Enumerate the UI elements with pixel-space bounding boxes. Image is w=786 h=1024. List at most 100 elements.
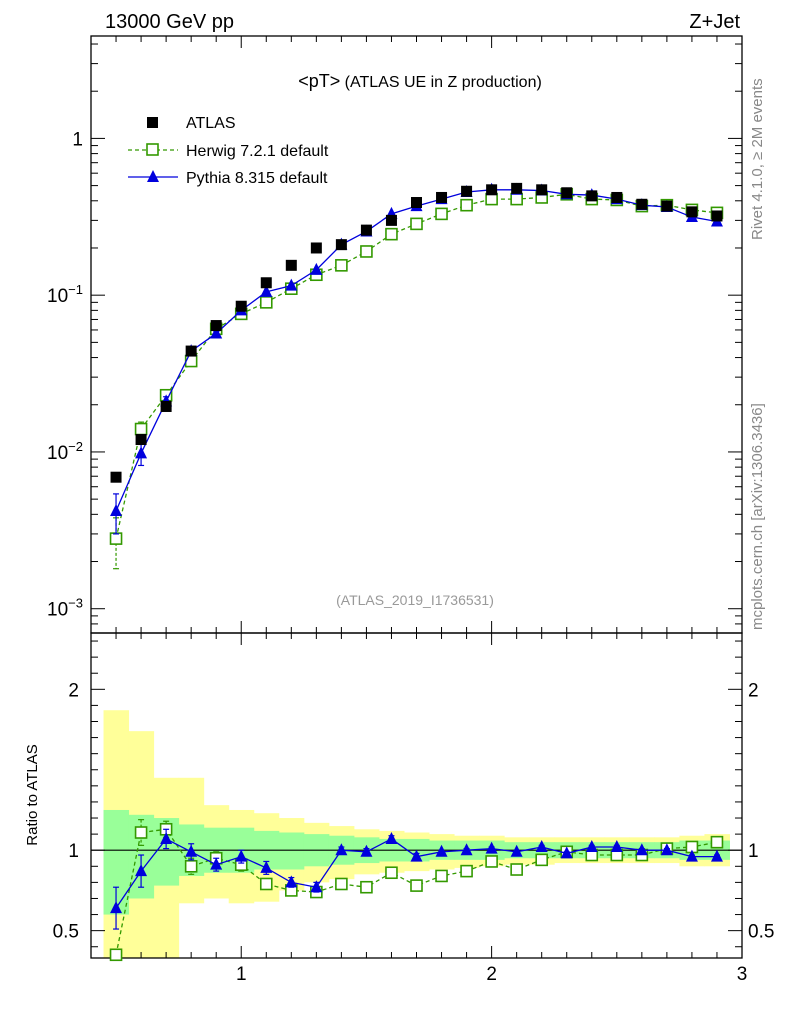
atlas-point	[436, 191, 448, 203]
pythia-ratio-point	[135, 864, 148, 877]
header-left-label: 13000 GeV pp	[105, 11, 234, 33]
herwig-ratio-point	[410, 879, 423, 892]
ratio-plot-frame: 1 2 30.5 0.51 12 2	[53, 632, 774, 985]
inner-band-bin	[278, 832, 305, 870]
herwig-point	[184, 354, 198, 368]
herwig-ratio-point	[109, 948, 123, 962]
herwig-point	[109, 532, 123, 545]
herwig-ratio-point	[460, 864, 473, 878]
pythia-ratio-point	[710, 849, 723, 862]
y-tick-mantissa: 10	[47, 286, 68, 307]
herwig-point	[460, 198, 473, 212]
x-tick-label: 3	[737, 964, 748, 985]
pythia-ratio-point	[485, 841, 498, 854]
pythia-point	[210, 326, 223, 339]
pythia-ratio-point	[335, 843, 348, 856]
pythia-ratio-point	[535, 839, 548, 852]
herwig-ratio-point	[134, 826, 148, 839]
y-tick-label: 10−1	[47, 282, 83, 307]
herwig-ratio-point	[385, 866, 398, 880]
herwig-line	[115, 193, 718, 539]
pythia-ratio-point	[110, 901, 123, 914]
pythia-ratio-point	[185, 844, 198, 857]
atlas-point	[360, 224, 372, 236]
atlas-point	[135, 434, 147, 446]
atlas-point	[210, 320, 222, 332]
pythia-ratio-point	[635, 843, 648, 856]
atlas-point	[561, 187, 573, 199]
ratio-y-tick-label: 0.5	[53, 922, 79, 943]
pythia-line	[115, 189, 718, 512]
pythia-point	[260, 284, 273, 297]
atlas-point	[636, 198, 648, 210]
pythia-ratio-point	[510, 844, 523, 857]
pythia-point	[310, 262, 323, 275]
herwig-ratio-point	[710, 835, 724, 849]
herwig-point	[134, 422, 148, 436]
atlas-point	[310, 242, 322, 254]
y-tick-exponent: −2	[68, 439, 83, 454]
atlas-point	[411, 197, 422, 209]
mcplots-label: mcplots.cern.ch [arXiv:1306.3436]	[749, 403, 766, 630]
herwig-ratio-point	[360, 880, 373, 894]
atlas-point	[586, 190, 598, 202]
atlas-point	[511, 182, 523, 194]
plot-title-main: <pT>	[298, 71, 340, 91]
y-tick-exponent: −3	[68, 596, 83, 611]
y-tick-mantissa: 10	[47, 600, 68, 621]
herwig-point	[510, 192, 523, 206]
pythia-ratio-point	[310, 880, 323, 893]
herwig-ratio-point	[510, 863, 523, 876]
atlas-point	[385, 214, 397, 226]
x-tick-label: 2	[486, 964, 497, 985]
plot-title: <pT> (ATLAS UE in Z production)	[298, 71, 542, 91]
ratio-y-tick-label: 1	[68, 841, 79, 862]
pythia-ratio-point	[685, 849, 698, 862]
atlas-point	[160, 400, 172, 412]
herwig-ratio-point	[435, 869, 448, 883]
y-tick-label: 10−2	[47, 439, 83, 464]
pythia-ratio-point	[260, 860, 273, 873]
y-tick-label: 10−3	[47, 596, 83, 621]
legend-herwig-marker	[146, 143, 159, 156]
pythia-ratio-point	[610, 839, 623, 852]
atlas-point	[536, 184, 548, 196]
pythia-ratio-point	[285, 875, 298, 888]
ratio-y-tick-label: 2	[68, 680, 79, 701]
atlas-point	[486, 184, 498, 196]
atlas-point	[185, 345, 197, 357]
atlas-point	[686, 206, 698, 218]
rivet-label: Rivet 4.1.0, ≥ 2M events	[749, 78, 766, 240]
pythia-ratio-point	[210, 857, 223, 870]
watermark-label: (ATLAS_2019_I1736531)	[336, 592, 494, 608]
pythia-ratio-point	[385, 831, 398, 844]
main-plot-frame: 110−110−210−3	[47, 35, 743, 634]
ratio-y-tick-label-right: 1	[748, 841, 759, 862]
herwig-ratio-point	[259, 877, 273, 891]
pythia-ratio-point	[410, 849, 423, 862]
legend-pythia-label: Pythia 8.315 default	[186, 170, 328, 187]
y-tick-label: 1	[72, 129, 83, 150]
plot-title-suffix: (ATLAS UE in Z production)	[340, 74, 542, 91]
herwig-ratio-point	[485, 855, 498, 868]
pythia-point	[285, 278, 298, 291]
ratio-y-tick-label-right: 2	[748, 680, 759, 701]
y-tick-exponent: −1	[68, 282, 83, 297]
legend-herwig-label: Herwig 7.2.1 default	[186, 143, 329, 160]
y-tick-mantissa: 10	[47, 443, 68, 464]
ratio-y-tick-label-right: 0.5	[748, 922, 774, 943]
atlas-point	[110, 471, 122, 483]
pythia-ratio-point	[460, 843, 473, 856]
legend-atlas-marker	[147, 117, 158, 128]
legend-pythia-marker	[147, 170, 159, 182]
pythia-ratio-point	[660, 843, 673, 856]
atlas-point	[611, 191, 623, 203]
y-tick-mantissa: 1	[72, 129, 83, 150]
legend: ATLAS Herwig 7.2.1 default Pythia 8.315 …	[128, 115, 329, 187]
herwig-point	[410, 217, 423, 231]
herwig-point	[385, 227, 398, 241]
pythia-point	[135, 446, 148, 459]
atlas-point	[285, 259, 297, 271]
herwig-ratio-point	[335, 877, 348, 891]
